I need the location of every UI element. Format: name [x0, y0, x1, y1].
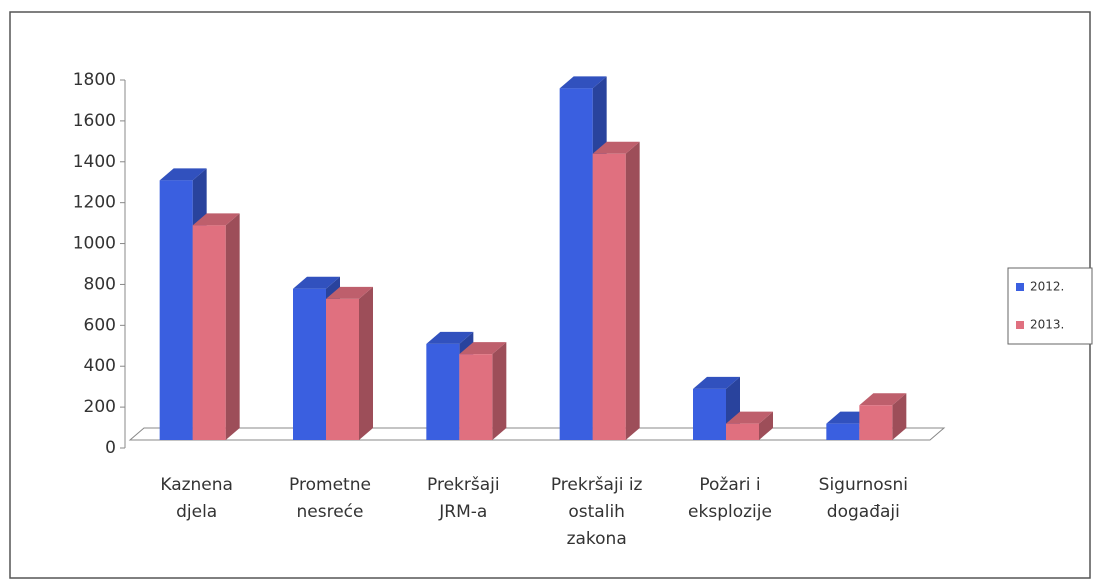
x-tick-label: Prekršaji iz ostalih zakona: [551, 475, 643, 549]
legend: 2012. 2013.: [1007, 267, 1093, 345]
bar-side: [625, 141, 640, 440]
y-tick-label: 1200: [73, 193, 116, 213]
bar-top: [159, 168, 207, 181]
legend-swatch: [1016, 283, 1024, 291]
legend-swatch: [1016, 321, 1024, 329]
bar-top: [726, 411, 773, 424]
bar-side: [759, 411, 773, 440]
bar: [192, 213, 240, 440]
x-tick-label: Kaznena djela: [160, 475, 233, 522]
bar-front: [592, 153, 626, 440]
bar-front: [559, 88, 593, 440]
bar-top: [192, 213, 240, 226]
bar-front: [826, 423, 860, 440]
bar: [459, 342, 507, 440]
bar-top: [293, 276, 340, 289]
bar-side: [492, 342, 507, 440]
y-tick-label: 1600: [73, 111, 116, 131]
bar: [726, 411, 773, 440]
bar-front: [426, 343, 460, 440]
bar-front: [859, 405, 893, 440]
y-tick-label: 1800: [73, 70, 116, 90]
bar-front: [192, 225, 226, 440]
bar-front: [693, 388, 726, 440]
legend-label: 2012.: [1030, 280, 1064, 294]
bar-top: [326, 286, 373, 299]
bar-side: [359, 286, 373, 440]
x-tick-label: Sigurnosni događaji: [819, 475, 908, 522]
bar-top: [592, 141, 640, 154]
y-tick-label: 800: [84, 274, 116, 294]
bar-front: [293, 288, 326, 440]
x-tick-label: Požari i eksplozije: [688, 475, 772, 522]
y-tick-label: 1400: [73, 152, 116, 172]
bar-top: [559, 76, 607, 89]
bar: [592, 141, 640, 440]
bar-side: [892, 393, 907, 440]
bar-top: [859, 393, 907, 406]
y-tick-label: 600: [84, 315, 116, 335]
bar: [326, 286, 373, 440]
bar-front: [159, 180, 193, 440]
y-tick-label: 200: [84, 397, 116, 417]
legend-label: 2013.: [1030, 318, 1064, 332]
bar-front: [459, 354, 493, 440]
x-tick-label: Prekršaji JRM-a: [427, 475, 500, 522]
y-tick-label: 400: [84, 356, 116, 376]
bar: [859, 393, 907, 440]
bar-front: [726, 423, 759, 440]
bar-top: [693, 376, 740, 389]
bar-front: [326, 298, 359, 440]
y-tick-label: 0: [105, 438, 116, 458]
bar-side: [225, 213, 240, 440]
floor: [128, 427, 946, 441]
bar-top: [459, 342, 507, 355]
bar-top: [426, 331, 474, 344]
x-tick-label: Prometne nesreće: [289, 475, 371, 522]
y-tick-label: 1000: [73, 234, 116, 254]
legend-box: [1007, 267, 1093, 345]
